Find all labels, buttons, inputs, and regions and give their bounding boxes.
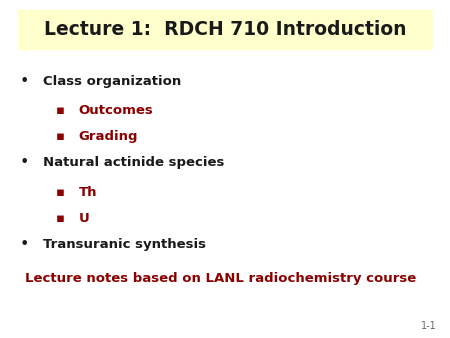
Text: Transuranic synthesis: Transuranic synthesis [43,238,206,251]
Text: ▪: ▪ [56,104,65,117]
Text: •: • [20,155,29,170]
Text: ▪: ▪ [56,186,65,199]
Text: U: U [79,212,90,225]
Text: 1-1: 1-1 [421,321,436,331]
FancyBboxPatch shape [18,10,432,49]
Text: •: • [20,237,29,252]
Text: Grading: Grading [79,130,138,143]
Text: Outcomes: Outcomes [79,104,153,117]
Text: Natural actinide species: Natural actinide species [43,156,224,169]
Text: Th: Th [79,186,97,199]
Text: ▪: ▪ [56,212,65,225]
Text: •: • [20,74,29,89]
Text: Lecture notes based on LANL radiochemistry course: Lecture notes based on LANL radiochemist… [25,272,416,285]
Text: ▪: ▪ [56,130,65,143]
Text: Class organization: Class organization [43,75,181,88]
Text: Lecture 1:  RDCH 710 Introduction: Lecture 1: RDCH 710 Introduction [44,20,406,39]
